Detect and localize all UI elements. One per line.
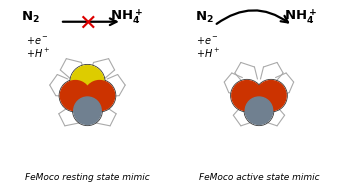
Text: $\mathbf{NH_4^+}$: $\mathbf{NH_4^+}$	[110, 8, 143, 26]
Ellipse shape	[71, 66, 104, 98]
Text: FeMoco active state mimic: FeMoco active state mimic	[199, 173, 319, 182]
Text: $\mathbf{N_2}$: $\mathbf{N_2}$	[22, 9, 40, 25]
Ellipse shape	[60, 81, 91, 111]
Text: $+ H^+$: $+ H^+$	[196, 47, 221, 60]
Ellipse shape	[84, 81, 115, 111]
Ellipse shape	[232, 81, 262, 111]
Ellipse shape	[245, 97, 273, 124]
Text: $\mathbf{N_2}$: $\mathbf{N_2}$	[195, 9, 213, 25]
FancyArrowPatch shape	[217, 10, 288, 24]
Text: $\mathbf{NH_4^+}$: $\mathbf{NH_4^+}$	[284, 8, 317, 26]
Text: $+ e^-$: $+ e^-$	[26, 35, 49, 46]
Ellipse shape	[74, 97, 101, 124]
Text: $+ H^+$: $+ H^+$	[26, 47, 50, 60]
Text: ✕: ✕	[78, 13, 97, 33]
Ellipse shape	[256, 81, 286, 111]
Text: $+ e^-$: $+ e^-$	[196, 35, 219, 46]
Text: FeMoco resting state mimic: FeMoco resting state mimic	[25, 173, 150, 182]
